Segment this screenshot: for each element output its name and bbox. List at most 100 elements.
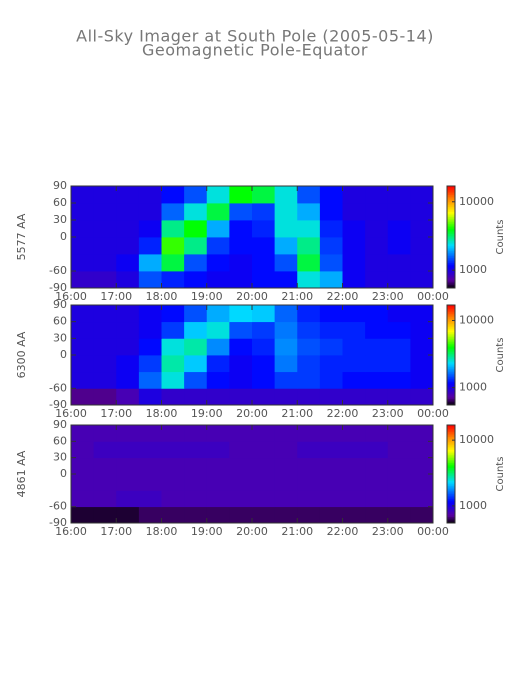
y-tick-label: -90 [49,516,67,529]
heatmap-cell [297,371,321,389]
heatmap-cell [206,355,230,373]
colorbar-swatch [447,521,455,524]
heatmap-cell [206,237,230,255]
colorbar-swatch [447,353,455,356]
heatmap-cell [184,271,208,289]
colorbar-swatch [447,363,455,366]
colorbar-swatch [447,272,455,275]
colorbar-swatch [447,444,455,447]
heatmap-cell [252,203,276,221]
heatmap-cell [410,441,434,459]
heatmap-cell [206,203,230,221]
heatmap-cell [161,371,185,389]
colorbar-swatch [447,454,455,457]
colorbar-swatch [447,315,455,318]
colorbar-swatch [447,305,455,308]
x-tick-label: 00:00 [417,525,449,538]
colorbar-swatch [447,216,455,219]
heatmap-cell [116,425,140,442]
heatmap-cell [274,441,298,459]
colorbar-swatch [447,496,455,499]
heatmap-cell [319,321,343,339]
heatmap-cell [161,425,185,442]
heatmap-cell [252,338,276,356]
colorbar-swatch [447,390,455,393]
colorbar-swatch [447,225,455,228]
y-tick-label: 60 [53,315,67,328]
heatmap-cell [116,388,140,406]
heatmap-cell [184,305,208,323]
heatmap-cell [297,506,321,524]
heatmap-cell [229,271,253,289]
colorbar-swatch [447,436,455,439]
heatmap-cell [297,474,321,491]
y-tick-label: 90 [53,179,67,192]
heatmap-cell [274,371,298,389]
colorbar-swatch [447,477,455,480]
colorbar-swatch [447,237,455,240]
heatmap-cell [229,220,253,238]
colorbar-swatch [447,495,455,498]
heatmap-cell [71,254,95,272]
heatmap-cell [184,457,208,475]
y-tick-label: 90 [53,418,67,431]
heatmap-cell [161,490,185,508]
heatmap-cell [252,371,276,389]
heatmap-cell [93,254,117,272]
colorbar-swatch [447,186,455,189]
heatmap-cell [71,237,95,255]
colorbar-swatch [447,269,455,272]
colorbar-swatch [447,242,455,245]
colorbar-swatch [447,284,455,287]
colorbar-swatch [447,201,455,204]
heatmap-cell [116,203,140,221]
y-axis-label: 4861 AA [15,450,28,497]
colorbar-swatch [447,277,455,280]
heatmap-cell [184,237,208,255]
heatmap-cell [206,441,230,459]
y-tick-label: 30 [53,213,67,226]
colorbar-swatch [447,308,455,311]
heatmap-cell [365,474,389,491]
colorbar-swatch [447,490,455,493]
x-tick-label: 16:00 [55,525,87,538]
heatmap-cell [116,441,140,459]
heatmap-cell [184,425,208,442]
y-tick-label: -60 [49,264,67,277]
colorbar-swatch [447,429,455,433]
heatmap-cell [342,506,366,524]
colorbar-swatch [447,208,455,211]
x-tick-label: 23:00 [372,407,404,420]
y-tick-label: 60 [53,434,67,447]
colorbar-frame [446,185,456,289]
colorbar-swatch [447,320,455,323]
colorbar-swatch [447,439,455,442]
colorbar-swatch [447,395,455,398]
x-tick-label: 22:00 [327,525,359,538]
colorbar-swatch [447,442,455,446]
heatmap-cell [342,441,366,459]
x-tick-label: 23:00 [372,290,404,303]
colorbar-swatch [447,235,455,238]
heatmap-cell [116,474,140,491]
heatmap-cell [206,371,230,389]
heatmap-cell [93,490,117,508]
colorbar-frame [446,424,456,524]
heatmap-cell [93,388,117,406]
heatmap-cell [319,474,343,491]
heatmap-cell [71,441,95,459]
heatmap-cell [93,237,117,255]
heatmap-cell [184,186,208,204]
colorbar-swatch [447,345,455,348]
colorbar-swatch [447,506,455,509]
heatmap-cell [365,425,389,442]
heatmap-cell [252,425,276,442]
x-tick-label: 23:00 [372,525,404,538]
heatmap-cell [71,506,95,524]
colorbar-swatch [447,211,455,214]
heatmap-cell [342,203,366,221]
colorbar-swatch [447,508,455,511]
heatmap-cell [410,490,434,508]
colorbar-swatch [447,456,455,459]
heatmap-cell [387,338,411,356]
